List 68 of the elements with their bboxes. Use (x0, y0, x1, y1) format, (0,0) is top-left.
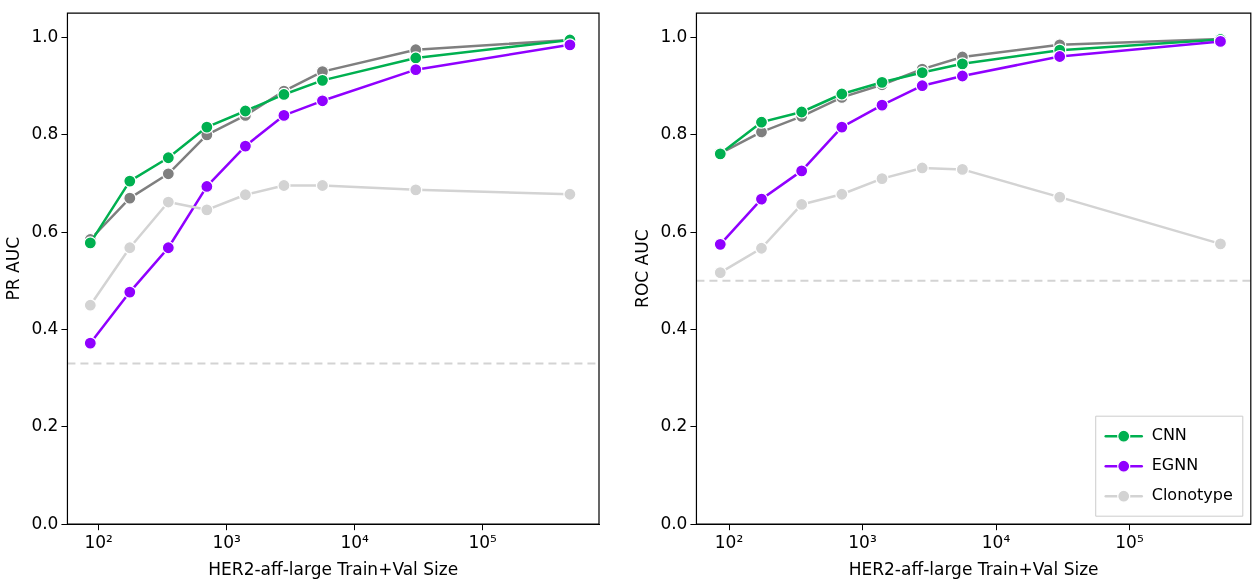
point (713, 237, 727, 251)
y-tick-label: 0.0 (31, 512, 59, 533)
point (795, 197, 809, 212)
point (955, 69, 970, 83)
legend-label: EGNN (1151, 455, 1199, 475)
point (83, 298, 97, 312)
legend-label: Clonotype (1151, 485, 1233, 505)
x-tick-label: 10⁴ (981, 531, 1011, 552)
point (713, 265, 727, 280)
point (200, 203, 214, 217)
point (915, 79, 929, 93)
x-axis-title: HER2-aff-large Train+Val Size (208, 559, 459, 580)
y-tick-label: 0.8 (660, 123, 688, 144)
point (915, 161, 929, 175)
point (161, 167, 175, 181)
point (955, 162, 970, 177)
y-tick-label: 0.2 (31, 415, 59, 436)
point (315, 73, 330, 87)
y-tick-label: 0.0 (660, 512, 688, 533)
x-axis-title: HER2-aff-large Train+Val Size (848, 559, 1099, 580)
point (795, 164, 809, 178)
point (955, 57, 970, 71)
x-tick-label: 10⁵ (1115, 531, 1144, 552)
point (123, 174, 137, 188)
y-tick-label: 0.4 (31, 317, 59, 338)
point (83, 236, 97, 250)
x-tick-label: 10² (84, 531, 113, 552)
y-tick-label: 0.8 (31, 123, 59, 144)
point (795, 105, 809, 119)
x-tick-label: 10³ (848, 531, 877, 552)
point (754, 115, 769, 129)
point (277, 178, 291, 193)
y-tick-label: 0.2 (660, 415, 688, 436)
point (875, 172, 889, 186)
y-tick-label: 0.4 (660, 317, 688, 338)
point (238, 104, 252, 118)
point (161, 241, 175, 255)
point (315, 94, 330, 108)
y-axis-title: PR AUC (2, 236, 23, 301)
point (835, 187, 849, 201)
point (200, 179, 214, 194)
x-tick-label: 10⁵ (468, 531, 497, 552)
point (238, 139, 252, 153)
x-tick-label: 10⁴ (340, 531, 370, 552)
y-axis-title: ROC AUC (631, 229, 652, 308)
point (161, 195, 175, 209)
point (277, 87, 291, 102)
point (83, 336, 97, 350)
point (123, 241, 137, 255)
point (123, 285, 137, 299)
point (915, 65, 929, 80)
x-tick-label: 10³ (212, 531, 241, 552)
point (754, 192, 769, 206)
y-tick-label: 0.6 (660, 220, 688, 241)
point (123, 191, 137, 205)
point (875, 98, 889, 112)
y-tick-label: 1.0 (31, 25, 59, 46)
legend-label: CNN (1151, 425, 1187, 445)
point (161, 151, 175, 165)
point (315, 178, 330, 193)
point (754, 241, 769, 255)
y-tick-label: 0.6 (31, 220, 59, 241)
y-tick-label: 1.0 (660, 25, 688, 46)
point (835, 120, 849, 134)
x-tick-label: 10² (714, 531, 744, 552)
point (238, 188, 252, 202)
point (200, 120, 214, 134)
point (277, 108, 291, 122)
